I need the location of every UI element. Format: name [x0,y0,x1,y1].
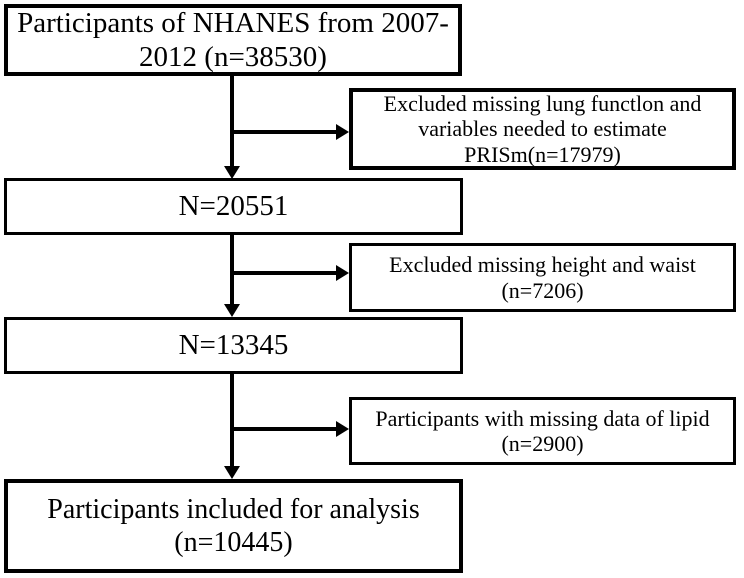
box-text-line: Excluded missing height and waist [389,252,696,278]
box-text-line: Participants included for analysis [47,493,420,525]
connector-down-2 [230,235,234,306]
arrowhead-right-1-icon [336,124,349,140]
box-excluded-lung-function: Excluded missing lung functlon and varia… [349,88,736,170]
box-text-line: (n=10445) [174,527,293,558]
box-text-line: PRISm(n=17979) [464,141,621,167]
box-nhanes-participants: Participants of NHANES from 2007- 2012 (… [4,4,462,76]
box-text-line: N=20551 [178,190,289,223]
connector-down-1 [230,76,234,168]
box-text-line: variables needed to estimate [418,116,667,142]
box-excluded-lipid: Participants with missing data of lipid … [349,397,736,465]
box-n-13345: N=13345 [4,317,463,374]
arrowhead-right-3-icon [336,421,349,437]
connector-right-2 [230,271,337,275]
arrowhead-down-1-icon [224,166,240,179]
box-included-for-analysis: Participants included for analysis (n=10… [4,479,463,573]
box-text-line: Participants of NHANES from 2007- [17,6,449,39]
arrowhead-right-2-icon [336,265,349,281]
box-excluded-height-waist: Excluded missing height and waist (n=720… [349,243,736,312]
box-n-20551: N=20551 [4,178,463,235]
box-text-line: (n=7206) [501,277,584,303]
arrowhead-down-2-icon [224,304,240,317]
box-text-line: Participants with missing data of lipid [375,405,710,431]
connector-down-3 [230,374,234,468]
connector-right-1 [230,130,337,134]
box-text-line: N=13345 [178,329,289,362]
box-text-line: Excluded missing lung functlon and [383,91,702,117]
arrowhead-down-3-icon [224,466,240,479]
connector-right-3 [230,427,337,431]
box-text-line: 2012 (n=38530) [139,41,327,73]
box-text-line: (n=2900) [501,431,584,456]
